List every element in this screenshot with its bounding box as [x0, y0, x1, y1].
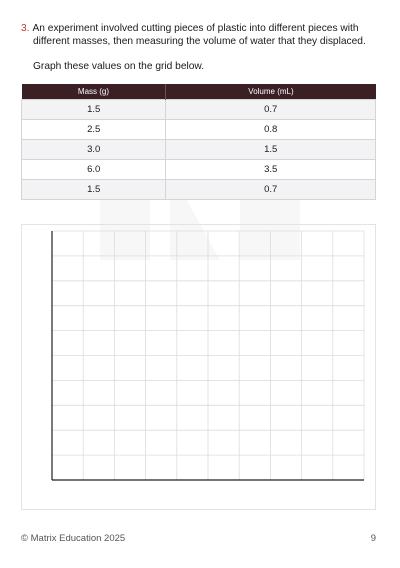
table-row: 3.0 1.5	[20, 139, 376, 160]
footer-copyright: © Matrix Education 2025	[21, 533, 126, 544]
cell-volume: 0.8	[165, 119, 376, 140]
header-mass: Mass (g)	[21, 84, 167, 100]
cell-mass: 6.0	[20, 159, 167, 180]
question-text: 3. An experiment involved cutting pieces …	[21, 22, 381, 48]
cell-volume: 3.5	[165, 159, 376, 180]
cell-volume: 0.7	[165, 179, 376, 200]
graph-grid	[51, 230, 365, 481]
cell-volume: 0.7	[165, 99, 376, 120]
cell-mass: 1.5	[20, 99, 167, 120]
footer-page-number: 9	[370, 533, 376, 544]
table-row: 1.5 0.7	[20, 99, 376, 120]
table-row: 6.0 3.5	[20, 159, 376, 180]
table-header-row: Mass (g) Volume (mL)	[21, 84, 376, 100]
cell-mass: 1.5	[20, 179, 167, 200]
question-number: 3.	[21, 23, 30, 34]
question-line-2: different masses, then measuring the vol…	[33, 36, 366, 47]
table-row: 1.5 0.7	[20, 179, 376, 200]
table-row: 2.5 0.8	[20, 119, 376, 140]
cell-mass: 3.0	[20, 139, 167, 160]
cell-mass: 2.5	[20, 119, 167, 140]
data-table: Mass (g) Volume (mL) 1.5 0.7 2.5 0.8 3.0…	[20, 84, 376, 200]
cell-volume: 1.5	[165, 139, 376, 160]
question-line-1: 3. An experiment involved cutting pieces …	[21, 23, 359, 34]
graph-grid-area	[21, 224, 376, 510]
header-volume: Volume (mL)	[165, 84, 376, 100]
instruction-text: Graph these values on the grid below.	[33, 61, 205, 72]
